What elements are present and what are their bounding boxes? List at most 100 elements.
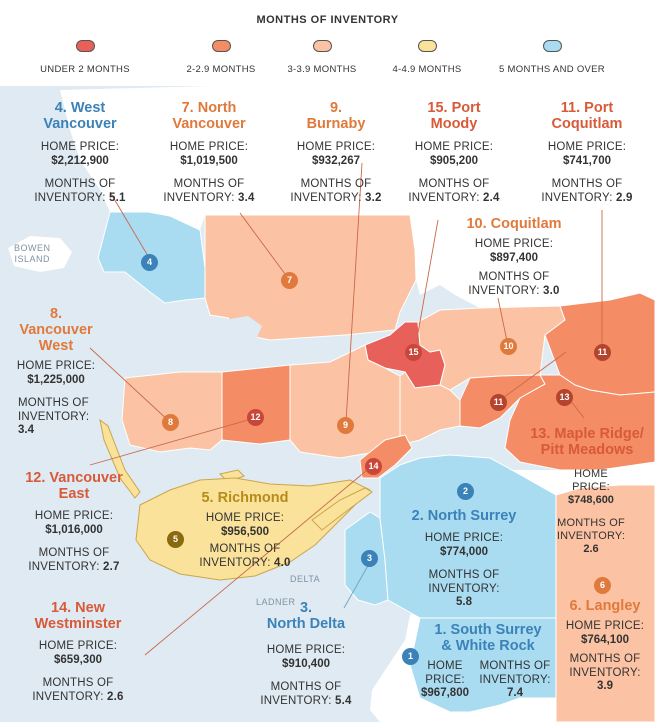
inventory-row: INVENTORY: [556,530,626,542]
legend-label: UNDER 2 MONTHS [40,64,130,75]
badge-7: 7 [281,272,298,289]
legend-item-5-plus: 5 MONTHS AND OVER [482,40,622,77]
region-12-vancouver-east [221,364,291,445]
home-price-label: HOME PRICE: [572,468,610,493]
inventory-title: MONTHS OF [569,653,641,665]
region-7-north-vancouver [204,214,417,341]
region-name: 10. Coquitlam [466,216,562,232]
home-price-label: HOME PRICE: [34,510,114,522]
home-price-value: $748,600 [568,494,614,506]
inventory-title: MONTHS OF [38,547,110,559]
home-price-value: $659,300 [54,653,102,666]
inventory-value: 2.6 [583,543,599,555]
home-price-value: $897,400 [490,251,538,264]
region-name: 9. Burnaby [306,100,366,132]
inventory-row: INVENTORY: [428,582,500,595]
inventory-row: INVENTORY: 3.0 [468,284,560,297]
inventory-title: MONTHS OF [479,660,551,672]
label-maple-ridge: 13. Maple Ridge/Pitt Meadows [520,426,654,462]
badge-13: 13 [556,389,573,406]
inventory-row: INVENTORY: 2.7 [28,560,120,573]
label-maple-ridge-stats: HOME PRICE: $748,600 MONTHS OF INVENTORY:… [556,468,626,556]
legend-title: MONTHS OF INVENTORY [256,14,399,26]
region-name: 7. North Vancouver [172,100,246,132]
label-north-surrey: 2. North Surrey HOME PRICE: $774,000 MON… [404,508,524,610]
home-price-value: $1,225,000 [27,373,85,386]
legend-item-2-2-9: 2-2.9 MONTHS [156,40,286,77]
inventory-row: INVENTORY: 2.9 [541,191,633,204]
badge-8: 8 [162,414,179,431]
inventory-title: MONTHS OF [300,178,372,190]
legend-item-3-3-9: 3-3.9 MONTHS [257,40,387,77]
label-langley: 6. Langley HOME PRICE: $764,100 MONTHS O… [558,598,652,694]
home-price-value: $774,000 [440,545,488,558]
home-price-value: $967,800 [421,687,469,699]
inventory-value: 3.0 [543,284,560,297]
region-name: 13. Maple Ridge/Pitt Meadows [530,426,644,458]
region-10-coquitlam-south [399,371,461,446]
inventory-title: MONTHS OF [551,178,623,190]
label-vancouver-east: 12. Vancouver East HOME PRICE: $1,016,000… [10,470,138,574]
inventory-value: 2.7 [103,560,120,573]
inventory-row: INVENTORY: 5.1 [34,191,126,204]
label-burnaby: 9. Burnaby HOME PRICE: $932,267 MONTHS O… [282,100,390,205]
home-price-label: HOME PRICE: [38,640,118,652]
label-new-westminster: 14. New Westminster HOME PRICE: $659,300 … [14,600,142,704]
badge-2: 2 [457,483,474,500]
home-price-value: $741,700 [563,154,611,167]
inventory-row: INVENTORY: 4.0 [199,556,291,569]
legend-item-4-4-9: 4-4.9 MONTHS [362,40,492,77]
label-north-delta: 3. North Delta HOME PRICE: $910,400 MONTH… [246,600,366,708]
region-name: 15. Port Moody [427,100,481,132]
home-price-value: $1,016,000 [45,523,103,536]
badge-1: 1 [402,648,419,665]
swatch-2-2-9 [211,40,231,52]
badge-11-east: 11 [594,344,611,361]
label-coquitlam: 10. Coquitlam HOME PRICE: $897,400 MONTH… [450,216,578,298]
label-vancouver-west: 8. Vancouver West HOME PRICE: $1,225,000 M… [6,306,106,438]
inventory-row: INVENTORY: 5.4 [260,694,352,707]
label-richmond: 5. Richmond HOME PRICE: $956,500 MONTHS … [186,490,304,570]
legend-label: 5 MONTHS AND OVER [499,64,605,75]
home-price-label: HOME PRICE: [169,141,249,153]
swatch-3-3-9 [312,40,332,52]
ladner-label: LADNER [256,597,296,607]
region-5-richmond [135,477,371,581]
legend: MONTHS OF INVENTORY UNDER 2 MONTHS 2-2.9… [0,0,655,86]
home-price-label: HOME PRICE: [16,360,96,372]
richmond-spit [311,487,373,531]
legend-label: 2-2.9 MONTHS [186,64,256,75]
label-south-surrey-price: HOME PRICE: $967,800 [414,660,476,701]
inventory-value: 4.0 [274,556,291,569]
inventory-title: MONTHS OF [42,677,114,689]
region-name: 14. New Westminster [34,600,122,632]
inventory-value: 3.2 [365,191,382,204]
home-price-label: HOME PRICE: [547,141,627,153]
home-price-label: HOME PRICE: [266,644,346,656]
iona-spit [99,418,141,499]
badge-14: 14 [365,458,382,475]
home-price-label: HOME PRICE: [296,141,376,153]
home-price-label: HOME PRICE: [425,660,465,686]
badge-9: 9 [337,417,354,434]
home-price-value: $932,267 [312,154,360,167]
region-name: 2. North Surrey [411,508,517,524]
inventory-row: INVENTORY: [479,673,551,686]
label-north-vancouver: 7. North Vancouver HOME PRICE: $1,019,50… [150,100,268,205]
delta-label: DELTA [290,574,321,584]
inventory-title: MONTHS OF [173,178,245,190]
swatch-under-2 [75,40,95,52]
region-1-south-surrey [409,617,557,713]
inventory-value: 2.6 [107,690,124,703]
inventory-value: 2.4 [483,191,500,204]
legend-label: 3-3.9 MONTHS [287,64,357,75]
inventory-row: INVENTORY: 2.6 [32,690,124,703]
inventory-row: INVENTORY: [569,666,641,679]
badge-15: 15 [405,344,422,361]
bowen-island-label: BOWEN ISLAND [14,243,51,264]
region-name: 1. South Surrey & White Rock [434,622,542,654]
region-name: 12. Vancouver East [25,470,123,502]
home-price-label: HOME PRICE: [205,512,285,524]
label-port-coquitlam: 11. Port Coquitlam HOME PRICE: $741,700 … [528,100,646,205]
inventory-title: MONTHS OF [428,569,500,581]
